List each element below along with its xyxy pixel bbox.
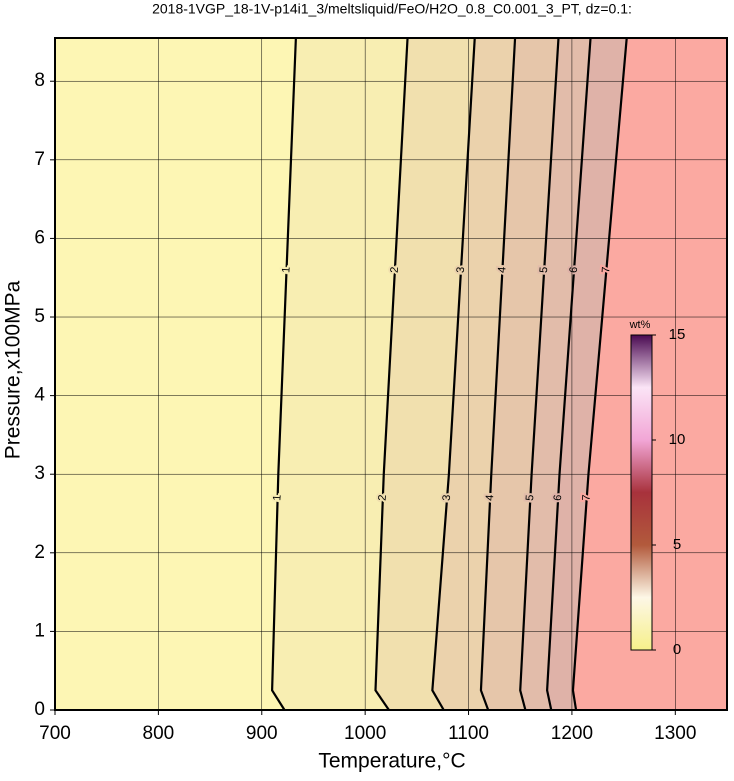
y-tick-label: 2 (34, 542, 45, 563)
y-tick-label: 0 (34, 699, 45, 720)
y-tick-label: 6 (34, 227, 45, 248)
band (375, 38, 475, 710)
x-tick-label: 800 (143, 723, 175, 744)
contour-label: 7 (580, 494, 592, 501)
contour-line (374, 37, 409, 711)
contour-label: 5 (524, 494, 536, 501)
band (547, 38, 627, 710)
contour-label: 6 (568, 266, 580, 273)
y-tick-label: 8 (34, 70, 45, 91)
x-tick-label: 700 (39, 723, 71, 744)
x-tick-label: 1000 (344, 723, 386, 744)
colorbar-tick-label: 15 (669, 326, 686, 343)
contour-label: 1 (280, 266, 292, 273)
contour-label: 2 (389, 266, 401, 273)
colorbar-tick-label: 10 (669, 431, 686, 448)
y-tick-label: 1 (34, 620, 45, 641)
chart-title: 2018-1VGP_18-1V-p14i1_3/meltsliquid/FeO/… (152, 1, 632, 17)
contour-label: 2 (377, 494, 389, 501)
x-tick-label: 1200 (551, 723, 593, 744)
x-tick-label: 1300 (654, 723, 696, 744)
y-tick-label: 4 (34, 385, 45, 406)
plot-frame (54, 37, 728, 711)
colorbar (630, 334, 653, 651)
x-tick-label: 1100 (448, 723, 489, 744)
contour-label: 6 (552, 494, 564, 501)
colorbar-tick-label: 5 (673, 536, 681, 553)
contour-label: 1 (271, 494, 283, 501)
contour-label: 5 (538, 266, 550, 273)
contour-line (270, 37, 297, 711)
y-axis-label: Pressure,x100MPa (2, 280, 25, 459)
band (432, 38, 516, 710)
band (272, 38, 408, 710)
contour-label: 3 (455, 266, 467, 273)
x-axis-label: Temperature,°C (318, 750, 465, 773)
contour-line (479, 37, 517, 711)
contour-line (546, 37, 592, 711)
y-tick-label: 3 (34, 463, 45, 484)
contour-label: 7 (600, 266, 612, 273)
contour-line (431, 37, 476, 711)
contour-label: 4 (484, 494, 496, 501)
y-tick-label: 5 (34, 306, 45, 327)
y-tick-label: 7 (34, 149, 45, 170)
band (480, 38, 559, 710)
x-tick-label: 900 (246, 723, 278, 744)
contour-line (571, 37, 628, 711)
band (520, 38, 591, 710)
contour-label: 4 (496, 266, 508, 273)
colorbar-label: wt% (629, 319, 651, 331)
contour-line (519, 37, 560, 711)
colorbar-tick-label: 0 (673, 641, 681, 658)
contour-label: 3 (441, 494, 453, 501)
